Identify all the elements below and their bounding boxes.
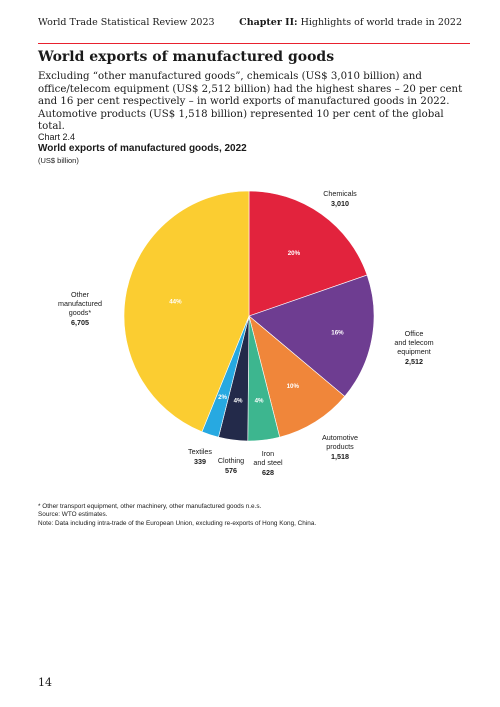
- category-label-office: Office and telecom equipment: [394, 329, 433, 356]
- chapter-title: Highlights of world trade in 2022: [300, 17, 462, 28]
- value-label-automotive: 1,518: [331, 452, 349, 461]
- pie-slice-other: [123, 190, 250, 433]
- page-number: 14: [38, 676, 52, 689]
- percent-label-iron: 4%: [255, 397, 264, 404]
- section-title: World exports of manufactured goods: [38, 49, 335, 65]
- value-label-iron: 628: [262, 468, 274, 477]
- percent-label-chemicals: 20%: [288, 250, 301, 257]
- pie-slice-automotive: [248, 315, 346, 438]
- running-header-title: World Trade Statistical Review 2023: [38, 17, 215, 28]
- footnote-other: * Other transport equipment, other machi…: [38, 503, 262, 510]
- percent-label-clothing: 4%: [234, 397, 243, 404]
- category-label-iron: Iron and steel: [253, 449, 283, 467]
- percent-label-textiles: 2%: [218, 394, 227, 401]
- percent-label-office: 16%: [331, 329, 344, 336]
- footnote-note: Note: Data including intra-trade of the …: [38, 519, 317, 527]
- running-header-chapter: Chapter II: Highlights of world trade in…: [239, 17, 462, 28]
- percent-label-automotive: 10%: [287, 383, 300, 390]
- value-label-textiles: 339: [194, 457, 206, 466]
- chapter-number: Chapter II:: [239, 17, 298, 28]
- pie-slices: [123, 190, 375, 442]
- category-label-automotive: Automotive products: [322, 433, 358, 451]
- percent-label-other: 44%: [169, 299, 182, 306]
- header-divider: [38, 43, 470, 45]
- category-label-other: Other manufactured goods*: [58, 290, 102, 317]
- chart-number: Chart 2.4: [38, 132, 76, 142]
- category-label-textiles: Textiles: [188, 447, 212, 456]
- value-label-office: 2,512: [405, 357, 423, 366]
- pie-slice-chemicals: [248, 190, 368, 317]
- value-label-other: 6,705: [71, 318, 89, 327]
- chart-unit: (US$ billion): [38, 156, 79, 165]
- chart-title: World exports of manufactured goods, 202…: [38, 143, 247, 154]
- footnotes: * Other transport equipment, other machi…: [38, 503, 316, 528]
- percent-labels: 20% 16% 10% 4% 4% 2% 44%: [169, 250, 344, 405]
- intro-paragraph: Excluding “other manufactured goods”, ch…: [38, 71, 463, 133]
- category-label-chemicals: Chemicals: [323, 189, 357, 198]
- footnote-source: Source: WTO estimates.: [38, 511, 108, 519]
- category-label-clothing: Clothing: [218, 456, 244, 465]
- pie-slice-office: [248, 274, 375, 397]
- value-label-chemicals: 3,010: [331, 199, 349, 208]
- value-label-clothing: 576: [225, 466, 237, 475]
